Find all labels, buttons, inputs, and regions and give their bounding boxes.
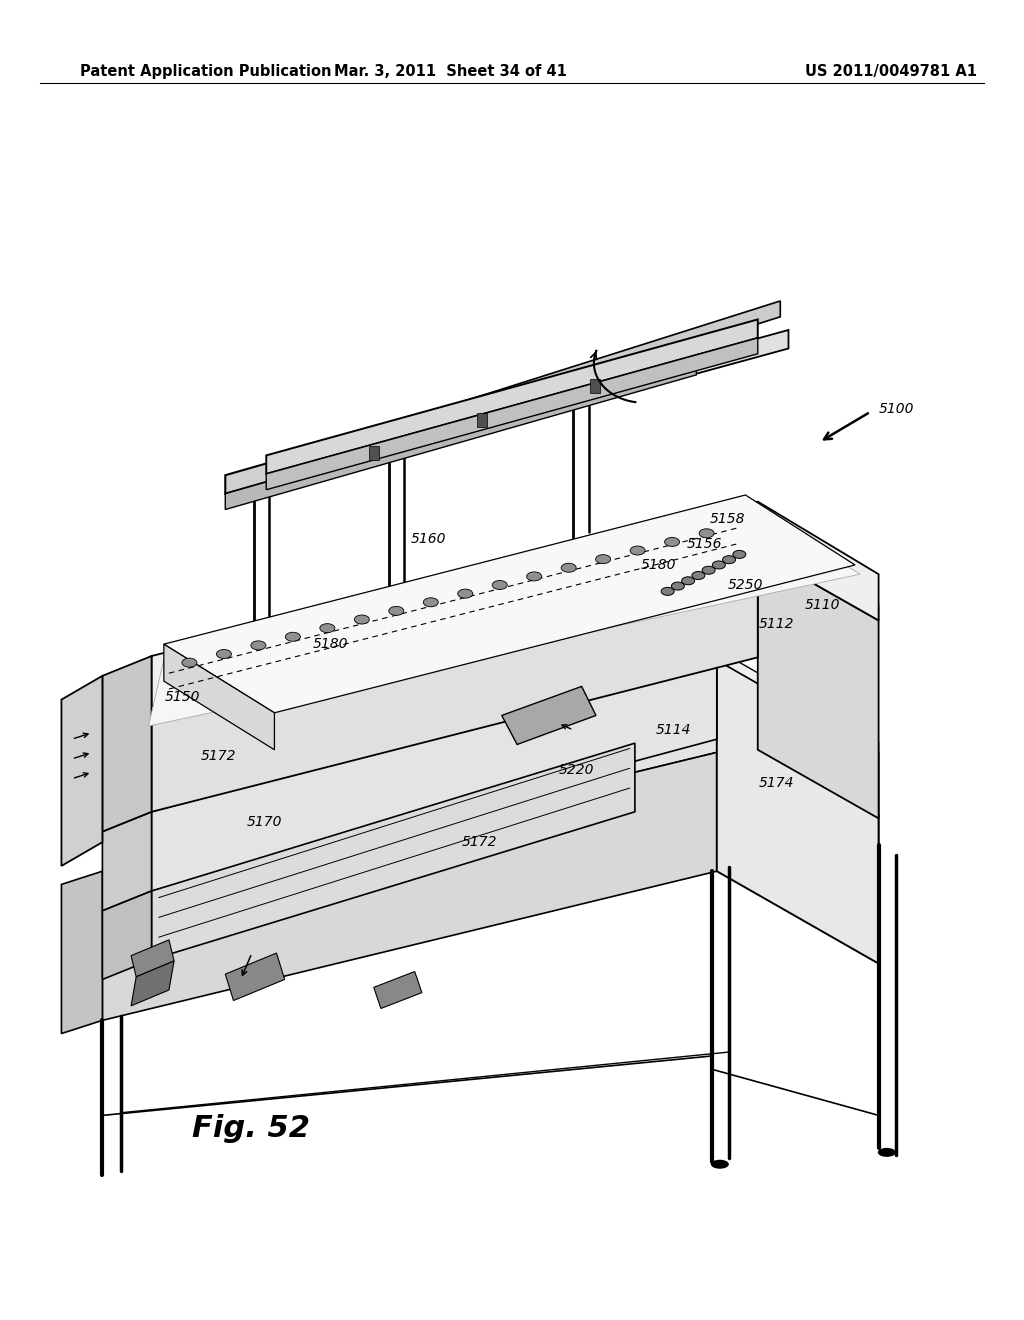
Text: 5172: 5172 [462, 836, 497, 849]
Ellipse shape [672, 582, 684, 590]
Ellipse shape [682, 577, 694, 585]
Text: 5110: 5110 [805, 598, 840, 611]
Ellipse shape [878, 1148, 896, 1156]
Bar [590, 379, 600, 393]
Ellipse shape [711, 1160, 729, 1168]
Ellipse shape [286, 632, 300, 642]
Ellipse shape [596, 554, 610, 564]
Ellipse shape [526, 572, 542, 581]
Text: 5100: 5100 [879, 403, 913, 416]
Text: 5156: 5156 [687, 537, 722, 550]
Text: 5180: 5180 [313, 638, 348, 651]
Ellipse shape [216, 649, 231, 659]
Text: 5160: 5160 [411, 532, 445, 545]
Ellipse shape [630, 546, 645, 554]
Ellipse shape [692, 572, 705, 579]
Ellipse shape [723, 556, 735, 564]
Polygon shape [225, 359, 696, 510]
Polygon shape [102, 891, 152, 979]
Polygon shape [152, 743, 635, 960]
Ellipse shape [423, 598, 438, 607]
Ellipse shape [561, 564, 577, 573]
Text: Mar. 3, 2011  Sheet 34 of 41: Mar. 3, 2011 Sheet 34 of 41 [334, 65, 567, 79]
Polygon shape [164, 495, 855, 713]
Polygon shape [102, 752, 717, 1020]
Polygon shape [131, 961, 174, 1006]
Polygon shape [297, 330, 788, 483]
Polygon shape [266, 319, 758, 474]
Polygon shape [225, 953, 285, 1001]
Ellipse shape [665, 537, 680, 546]
Polygon shape [61, 871, 102, 1034]
Polygon shape [102, 812, 152, 911]
Polygon shape [152, 660, 717, 891]
Ellipse shape [389, 606, 403, 615]
Ellipse shape [493, 581, 507, 590]
Polygon shape [164, 644, 274, 750]
Text: 5170: 5170 [247, 816, 282, 829]
Ellipse shape [319, 623, 335, 632]
Polygon shape [266, 338, 758, 490]
Polygon shape [131, 940, 174, 977]
Ellipse shape [251, 642, 266, 649]
Text: Patent Application Publication: Patent Application Publication [80, 65, 332, 79]
Text: 5172: 5172 [201, 750, 236, 763]
Polygon shape [717, 660, 879, 964]
Polygon shape [148, 508, 860, 726]
Polygon shape [152, 502, 879, 706]
Polygon shape [374, 972, 422, 1008]
Ellipse shape [699, 529, 714, 537]
Polygon shape [364, 301, 780, 449]
Bar [369, 446, 379, 461]
Polygon shape [684, 519, 879, 620]
Text: 5112: 5112 [759, 618, 794, 631]
Ellipse shape [662, 587, 674, 595]
Ellipse shape [182, 659, 197, 667]
Text: 5114: 5114 [656, 723, 691, 737]
Text: 5180: 5180 [641, 558, 676, 572]
Ellipse shape [702, 566, 715, 574]
Polygon shape [61, 676, 102, 866]
Polygon shape [102, 656, 152, 832]
Polygon shape [758, 552, 879, 818]
Text: 5250: 5250 [728, 578, 763, 591]
Text: 5150: 5150 [165, 690, 200, 704]
Ellipse shape [733, 550, 745, 558]
Text: Fig. 52: Fig. 52 [191, 1114, 310, 1143]
Text: 5220: 5220 [559, 763, 594, 776]
Ellipse shape [458, 589, 473, 598]
Bar [477, 413, 487, 428]
Polygon shape [152, 552, 758, 812]
Polygon shape [102, 722, 879, 902]
Ellipse shape [354, 615, 370, 624]
Text: 5174: 5174 [759, 776, 794, 789]
Polygon shape [225, 341, 696, 494]
Polygon shape [502, 686, 596, 744]
Ellipse shape [713, 561, 725, 569]
Text: 5158: 5158 [710, 512, 744, 525]
Polygon shape [717, 649, 879, 752]
Text: US 2011/0049781 A1: US 2011/0049781 A1 [805, 65, 977, 79]
